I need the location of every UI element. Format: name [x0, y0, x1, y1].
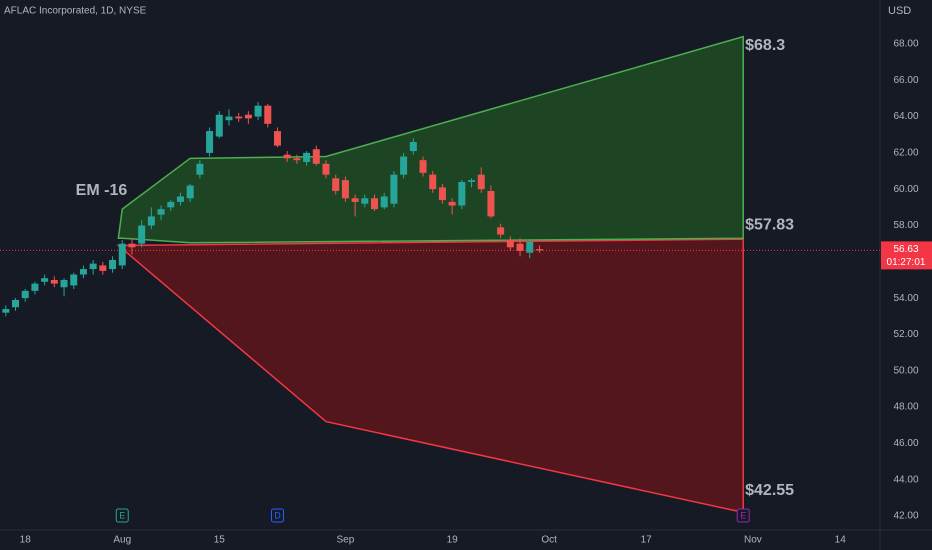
- candle-body: [264, 105, 272, 124]
- candle-body: [458, 181, 466, 206]
- candle-body: [60, 279, 68, 288]
- candle-body: [50, 279, 58, 284]
- price-tag: [881, 241, 932, 270]
- y-tick-label: 46.00: [893, 438, 918, 449]
- candle-body: [497, 227, 505, 235]
- candle-body: [341, 180, 349, 199]
- y-tick-label: 68.00: [893, 39, 918, 50]
- countdown-label: 01:27:01: [887, 257, 926, 268]
- event-marker: [270, 508, 284, 523]
- annotation: EM -16: [76, 182, 128, 199]
- candle-body: [516, 243, 524, 251]
- x-tick-label: 19: [447, 535, 459, 546]
- candle-body: [303, 152, 311, 162]
- candle-body: [138, 225, 146, 244]
- annotation: $68.3: [745, 37, 785, 54]
- candle-body: [70, 274, 78, 286]
- candle-body: [283, 154, 291, 159]
- y-tick-label: 44.00: [893, 474, 918, 485]
- candle-body: [487, 191, 495, 217]
- candle-body: [31, 283, 39, 291]
- candle-body: [419, 160, 427, 173]
- candle-body: [244, 114, 252, 119]
- x-tick-label: 14: [835, 535, 847, 546]
- y-tick-label: 54.00: [893, 293, 918, 304]
- annotation: $42.55: [745, 482, 794, 499]
- candle-body: [235, 116, 243, 119]
- candle-body: [390, 174, 398, 204]
- candle-body: [506, 240, 514, 248]
- event-marker: [115, 508, 129, 523]
- annotation: $57.83: [745, 217, 794, 234]
- candle-body: [535, 249, 543, 251]
- y-tick-label: 48.00: [893, 402, 918, 413]
- candle-body: [128, 243, 136, 248]
- candle-body: [89, 263, 97, 270]
- candle-body: [41, 278, 49, 282]
- y-tick-label: 60.00: [893, 184, 918, 195]
- currency: USD: [888, 5, 911, 17]
- candle-body: [254, 105, 262, 117]
- event-label: D: [274, 510, 281, 520]
- price-tag-label: 56.63: [893, 244, 918, 255]
- candle-body: [79, 269, 87, 275]
- x-tick-label: Sep: [337, 535, 355, 546]
- candle-body: [225, 116, 233, 121]
- candle-body: [12, 299, 20, 308]
- candle-body: [409, 141, 417, 152]
- y-tick-label: 64.00: [893, 111, 918, 122]
- y-tick-label: 42.00: [893, 511, 918, 522]
- candle-body: [477, 174, 485, 190]
- candle-body: [167, 201, 175, 208]
- x-tick-label: Aug: [113, 535, 131, 546]
- candle-body: [147, 216, 155, 226]
- candle-body: [361, 198, 369, 204]
- event-marker: [736, 508, 750, 523]
- candle-body: [380, 196, 388, 208]
- candle-body: [351, 198, 359, 202]
- candle-body: [206, 131, 214, 153]
- event-label: E: [119, 510, 125, 520]
- candle-body: [429, 174, 437, 190]
- y-tick-label: 58.00: [893, 220, 918, 231]
- candle-body: [468, 180, 476, 182]
- x-tick-label: 15: [214, 535, 226, 546]
- candle-body: [109, 260, 117, 270]
- y-tick-label: 50.00: [893, 365, 918, 376]
- candle-body: [322, 163, 330, 175]
- candle-body: [99, 265, 107, 271]
- candle-body: [2, 309, 10, 313]
- candle-body: [118, 243, 126, 266]
- candle-body: [293, 158, 301, 161]
- candle-body: [273, 131, 281, 146]
- candle-body: [157, 209, 165, 215]
- candle-body: [215, 114, 223, 137]
- candle-body: [186, 185, 194, 199]
- y-tick-label: 66.00: [893, 75, 918, 86]
- y-tick-label: 62.00: [893, 148, 918, 159]
- x-tick-label: 18: [20, 535, 32, 546]
- candle-body: [312, 149, 320, 164]
- x-tick-label: Nov: [744, 535, 762, 546]
- candle-body: [526, 241, 534, 253]
- candle-body: [21, 290, 29, 299]
- event-label: E: [740, 510, 746, 520]
- candle-body: [371, 198, 379, 210]
- x-tick-label: Oct: [541, 535, 557, 546]
- candle-body: [176, 196, 184, 202]
- x-tick-label: 17: [641, 535, 653, 546]
- y-tick-label: 52.00: [893, 329, 918, 340]
- candle-body: [438, 187, 446, 201]
- candle-body: [400, 156, 408, 175]
- candle-body: [332, 178, 340, 192]
- chart-title: AFLAC Incorporated, 1D, NYSE: [4, 6, 147, 17]
- candle-body: [196, 163, 204, 175]
- candle-body: [448, 201, 456, 206]
